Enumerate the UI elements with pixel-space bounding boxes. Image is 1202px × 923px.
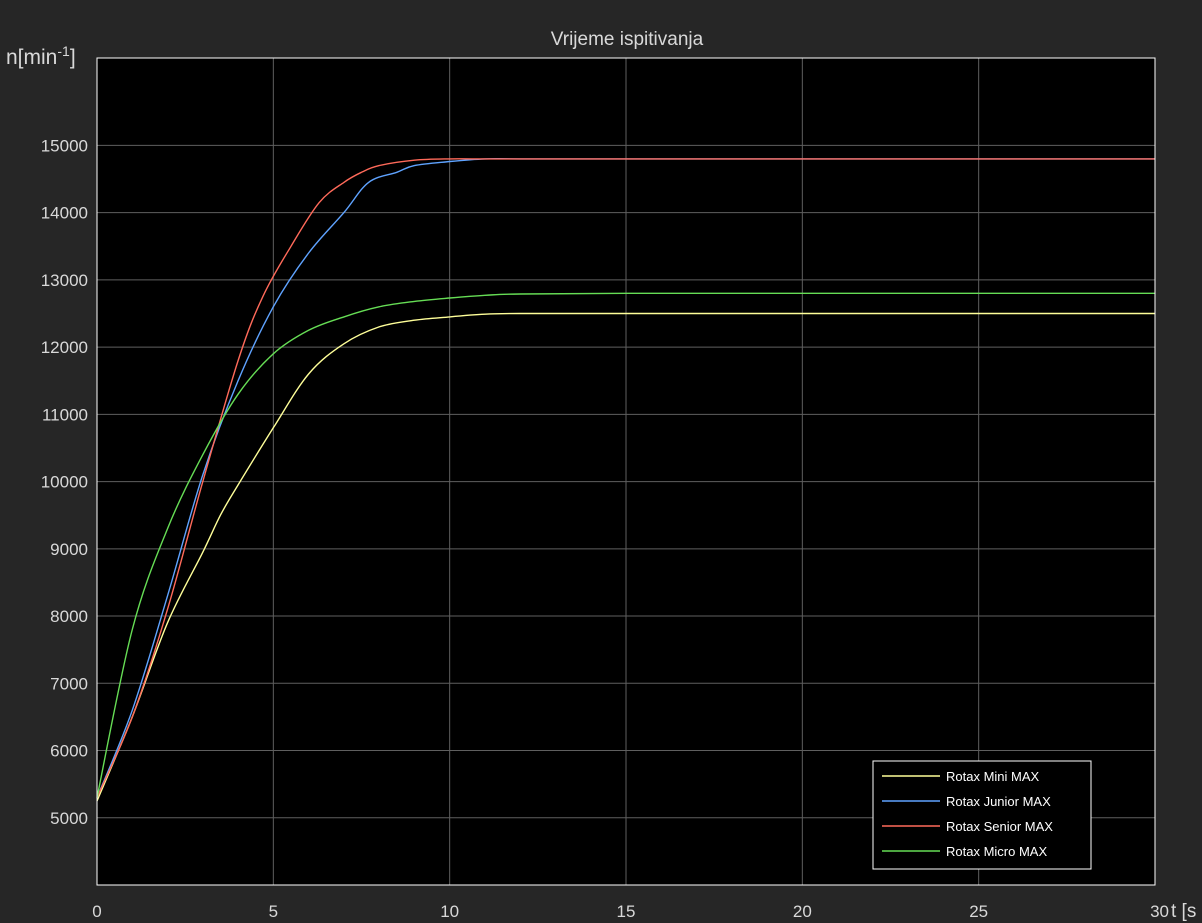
- tick-labels: 0 5 10 15 20 25 30 5000 6000 7000 8000 9000 10000 110…: [41, 136, 1169, 921]
- x-tick-label: 15: [617, 902, 636, 921]
- y-axis-label-base: n[min: [6, 46, 57, 69]
- legend-label: Rotax Senior MAX: [946, 819, 1053, 834]
- x-tick-label: 25: [969, 902, 988, 921]
- legend-label: Rotax Mini MAX: [946, 769, 1040, 784]
- series-line-3: [96, 158, 1155, 798]
- series-line-1: [96, 312, 1155, 802]
- y-tick-label: 14000: [41, 204, 88, 223]
- x-tick-label: 0: [92, 902, 101, 921]
- series-line-4: [96, 292, 1155, 798]
- x-tick-label: 10: [440, 902, 459, 921]
- y-tick-label: 7000: [50, 674, 88, 693]
- x-tick-label: 5: [269, 902, 278, 921]
- series-lines: [96, 157, 1155, 802]
- x-axis-label: t [s: [1171, 901, 1196, 922]
- y-tick-label: 5000: [50, 809, 88, 828]
- y-tick-label: 15000: [41, 136, 88, 155]
- legend: Rotax Mini MAX Rotax Junior MAX Rotax Seni…: [872, 760, 1092, 870]
- y-axis-label-superscript: -1: [57, 43, 70, 59]
- chart-title: Vrijeme ispitivanja: [551, 29, 704, 50]
- plot-border: [96, 57, 1156, 886]
- y-axis-label: n[min-1]: [6, 43, 76, 69]
- y-tick-label: 13000: [41, 271, 88, 290]
- y-tick-label: 8000: [50, 607, 88, 626]
- y-tick-label: 11000: [42, 405, 88, 424]
- y-axis-label-close: ]: [70, 46, 76, 69]
- grid-lines: [97, 58, 1155, 885]
- legend-label: Rotax Micro MAX: [946, 844, 1047, 859]
- x-tick-label: 20: [793, 902, 812, 921]
- y-tick-label: 6000: [50, 742, 88, 761]
- y-tick-label: 9000: [50, 540, 88, 559]
- y-tick-label: 10000: [41, 473, 88, 492]
- y-tick-label: 12000: [41, 338, 88, 357]
- legend-label: Rotax Junior MAX: [946, 794, 1051, 809]
- x-tick-label: 30: [1150, 902, 1169, 921]
